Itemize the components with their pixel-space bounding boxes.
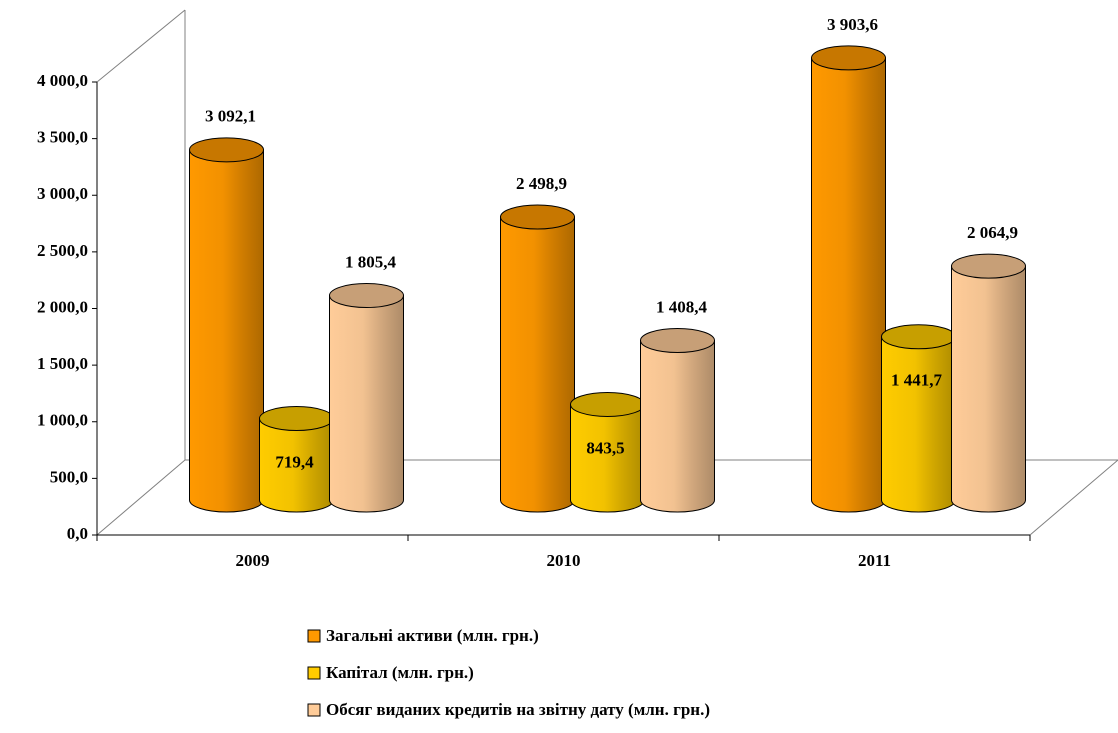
- y-tick-label: 3 500,0: [37, 128, 88, 147]
- value-label: 3 903,6: [827, 15, 878, 34]
- cylinder-top: [570, 391, 645, 417]
- value-label: 719,4: [275, 452, 314, 471]
- cylinder: [640, 327, 715, 513]
- cylinder-body: [500, 216, 575, 513]
- x-tick-label: 2010: [547, 551, 581, 570]
- cylinder-top: [811, 45, 886, 71]
- cylinder-body: [811, 57, 886, 513]
- x-tick-label: 2011: [858, 551, 891, 570]
- legend-swatch: [307, 666, 321, 680]
- cylinder: [951, 253, 1026, 513]
- cylinder-body: [640, 339, 715, 513]
- y-tick-label: 2 500,0: [37, 241, 88, 260]
- y-tick-label: 1 000,0: [37, 411, 88, 430]
- legend-label: Капітал (млн. грн.): [326, 663, 474, 682]
- cylinder-top: [329, 283, 404, 309]
- cylinder: [500, 204, 575, 513]
- value-label: 3 092,1: [205, 107, 256, 126]
- cylinder-body: [570, 403, 645, 513]
- value-label: 2 064,9: [967, 223, 1018, 242]
- cylinder: [259, 406, 334, 513]
- cylinder: [881, 324, 956, 513]
- value-label: 2 498,9: [516, 174, 567, 193]
- y-tick-label: 1 500,0: [37, 354, 88, 373]
- cylinder-top: [951, 253, 1026, 279]
- y-tick-label: 3 000,0: [37, 184, 88, 203]
- cylinder-top: [881, 324, 956, 350]
- cylinder-top: [189, 137, 264, 163]
- cylinder: [329, 283, 404, 513]
- cylinder-body: [951, 265, 1026, 513]
- legend-label: Обсяг виданих кредитів на звітну дату (м…: [326, 700, 710, 719]
- value-label: 843,5: [586, 438, 624, 457]
- legend-label: Загальні активи (млн. грн.): [326, 626, 539, 645]
- cylinder-body: [329, 295, 404, 513]
- cylinder-top: [640, 327, 715, 353]
- y-tick-label: 4 000,0: [37, 71, 88, 90]
- y-tick-label: 0,0: [67, 524, 88, 543]
- legend-swatch: [307, 703, 321, 717]
- value-label: 1 408,4: [656, 297, 708, 316]
- value-label: 1 441,7: [891, 371, 943, 390]
- cylinder-top: [259, 406, 334, 432]
- cylinder-top: [500, 204, 575, 230]
- value-label: 1 805,4: [345, 252, 397, 271]
- x-tick-label: 2009: [236, 551, 270, 570]
- legend-swatch: [307, 629, 321, 643]
- cylinder-body: [881, 336, 956, 513]
- cylinder: [811, 45, 886, 513]
- cylinder-body: [189, 149, 264, 513]
- y-tick-label: 2 000,0: [37, 297, 88, 316]
- cylinder: [189, 137, 264, 513]
- y-tick-label: 500,0: [50, 467, 88, 486]
